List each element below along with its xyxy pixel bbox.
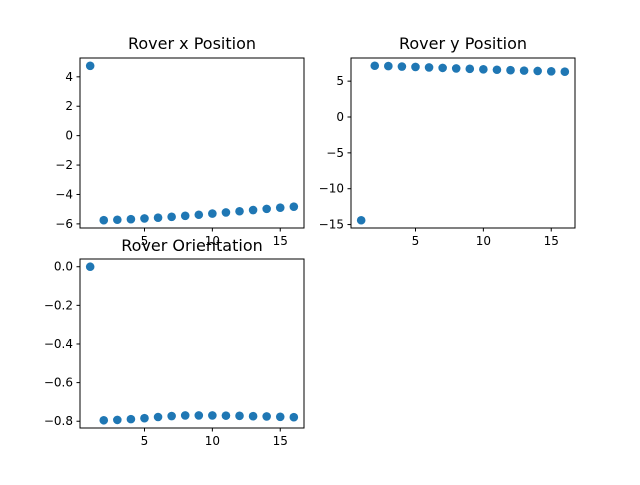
data-point xyxy=(167,411,176,421)
data-point xyxy=(140,214,149,223)
y-tick-label: 5 xyxy=(336,74,344,88)
data-point xyxy=(262,412,271,421)
x-tick-label: 5 xyxy=(412,234,420,248)
data-point xyxy=(221,208,231,217)
data-point xyxy=(194,210,204,220)
data-point xyxy=(113,415,122,425)
data-point xyxy=(411,62,420,72)
y-tick-label: −2 xyxy=(55,158,73,172)
data-point xyxy=(194,411,204,420)
y-tick-label: −0.6 xyxy=(44,376,73,390)
data-point xyxy=(438,63,447,73)
data-point xyxy=(126,214,136,224)
data-point xyxy=(533,66,542,76)
x-tick-label: 5 xyxy=(141,434,149,448)
data-point xyxy=(560,67,570,76)
y-tick-label: −6 xyxy=(55,217,73,231)
data-point xyxy=(262,204,271,214)
x-tick-label: 5 xyxy=(141,234,149,248)
subplot-x-position: 5 10 15 −6 −4 −2 0 2 4 Rover x Position xyxy=(55,34,305,248)
y-tick-label: −0.2 xyxy=(44,298,73,312)
data-point xyxy=(424,63,434,72)
data-point xyxy=(397,62,407,71)
data-point xyxy=(384,61,393,71)
subplot-title: Rover x Position xyxy=(128,34,256,53)
data-point xyxy=(506,65,515,75)
data-point xyxy=(546,67,556,76)
data-point xyxy=(289,412,299,422)
data-point xyxy=(235,411,244,421)
axes-frame xyxy=(350,57,576,229)
y-tick-label: 0 xyxy=(336,110,344,124)
data-point xyxy=(113,215,122,225)
data-point xyxy=(235,206,244,216)
data-point xyxy=(208,411,217,420)
data-point xyxy=(153,412,163,422)
y-tick-label: −0.4 xyxy=(44,337,73,351)
x-tick-label: 10 xyxy=(205,434,220,448)
data-point xyxy=(99,215,109,225)
y-tick-label: 2 xyxy=(65,99,73,113)
data-point xyxy=(519,66,529,75)
data-point xyxy=(99,415,109,425)
data-point xyxy=(248,411,258,421)
subplot-title: Rover Orientation xyxy=(121,236,263,255)
data-point xyxy=(153,213,163,223)
data-point xyxy=(289,202,299,211)
data-point xyxy=(221,411,231,420)
x-tick-label: 15 xyxy=(273,234,288,248)
x-tick-label: 10 xyxy=(476,234,491,248)
data-point xyxy=(167,212,176,222)
y-tick-label: −0.8 xyxy=(44,414,73,428)
x-tick-label: 10 xyxy=(205,234,220,248)
y-tick-label: −15 xyxy=(319,218,344,232)
data-point xyxy=(479,65,488,74)
data-point xyxy=(492,65,502,75)
axes-frame xyxy=(79,57,305,229)
y-tick-label: −10 xyxy=(319,182,344,196)
y-tick-label: 4 xyxy=(65,70,73,84)
y-tick-label: 0.0 xyxy=(54,260,73,274)
data-point xyxy=(275,203,285,213)
data-point xyxy=(180,211,190,221)
x-tick-label: 15 xyxy=(273,434,288,448)
y-tick-label: −5 xyxy=(326,146,344,160)
data-point xyxy=(140,413,149,423)
data-point xyxy=(85,262,95,272)
data-point xyxy=(208,209,217,218)
data-point xyxy=(465,64,475,74)
data-point xyxy=(356,215,366,225)
data-point xyxy=(126,414,136,424)
x-tick-label: 15 xyxy=(544,234,559,248)
data-point xyxy=(275,412,285,422)
subplot-title: Rover y Position xyxy=(399,34,527,53)
data-point xyxy=(85,61,95,71)
data-point xyxy=(451,64,461,73)
y-tick-label: −4 xyxy=(55,187,73,201)
data-point xyxy=(180,411,190,420)
subplot-y-position: 5 10 15 −15 −10 −5 0 5 Rover y Position xyxy=(319,34,576,248)
data-point xyxy=(370,61,380,71)
subplot-orientation: 5 10 15 0.0 −0.2 −0.4 −0.6 −0.8 Rover Orientatio… xyxy=(44,236,305,448)
data-point xyxy=(248,205,258,215)
y-tick-label: 0 xyxy=(65,129,73,143)
